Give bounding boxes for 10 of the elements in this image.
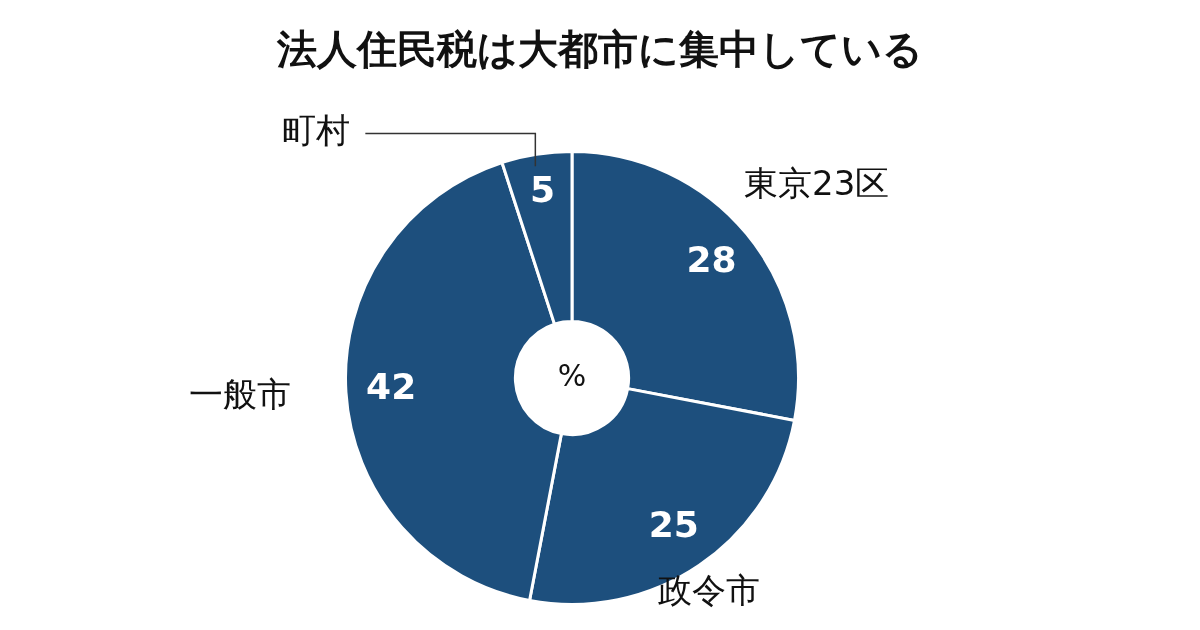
slice-label: 政令市	[658, 570, 761, 611]
slice-label: 東京23区	[744, 162, 890, 203]
data-label: 42	[366, 365, 417, 407]
chart-title: 法人住民税は大都市に集中している	[276, 25, 924, 74]
data-label: 28	[686, 238, 737, 280]
text: %	[557, 357, 587, 393]
slice-label: 町村	[282, 110, 351, 151]
data-label: 5	[530, 168, 556, 210]
data-label: 25	[648, 504, 699, 546]
slice-label: 一般市	[189, 373, 292, 414]
